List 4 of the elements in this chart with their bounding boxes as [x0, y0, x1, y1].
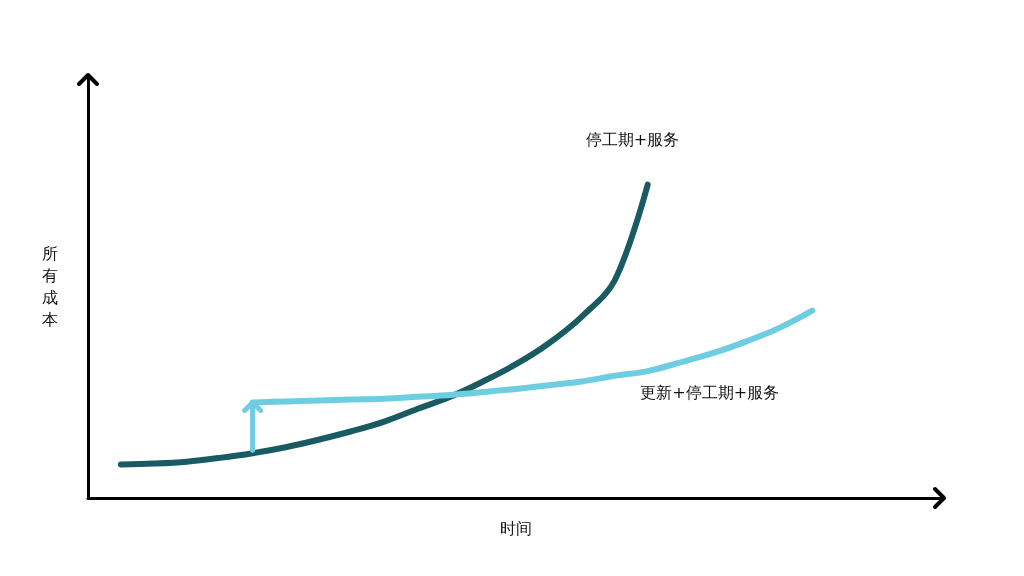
x-axis-title: 时间	[500, 518, 532, 538]
text: 停工期+服务	[585, 130, 680, 150]
series-label: 更新+停工期+服务	[640, 383, 780, 403]
y-axis-title: 所有成本	[42, 244, 58, 329]
